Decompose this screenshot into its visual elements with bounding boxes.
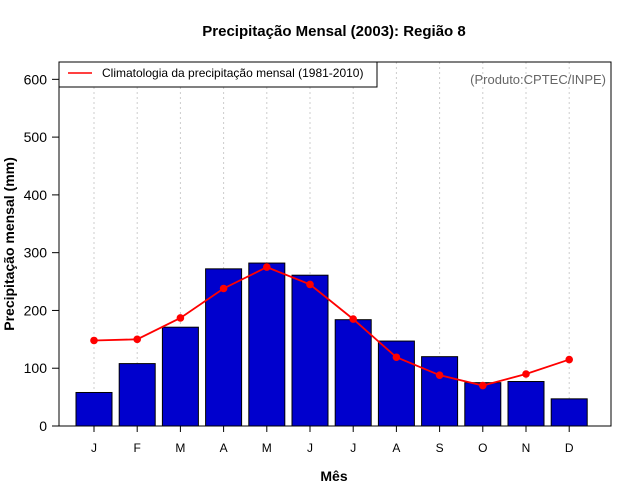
x-tick-label: F [134,441,141,455]
x-tick-label: S [436,441,444,455]
x-tick-label: M [262,441,272,455]
bars-group [75,262,588,427]
source-annotation: (Produto:CPTEC/INPE) [470,72,606,87]
climatology-point-12 [565,355,573,364]
y-tick-label: 500 [24,129,48,145]
y-tick-label: 100 [24,360,48,376]
bar-9 [421,356,459,427]
y-axis: 0 100 200 300 400 500 600 [24,71,60,434]
climatology-point-10 [479,381,487,390]
x-axis-title: Mês [320,468,347,484]
bar-7 [334,319,372,427]
climatology-point-1 [90,336,98,345]
x-tick-label: A [392,441,400,455]
chart-title: Precipitação Mensal (2003): Região 8 [202,23,465,40]
legend-entry-climatology: Climatologia da precipitação mensal (198… [102,66,363,80]
x-tick-label: D [565,441,574,455]
bar-11 [507,381,545,427]
grid-lines [93,62,570,426]
x-tick-label: M [175,441,185,455]
climatology-point-9 [435,371,444,379]
y-tick-label: 400 [24,187,48,203]
climatology-point-5 [263,263,271,271]
bar-5 [248,262,286,427]
climatology-point-11 [522,370,530,378]
y-tick-label: 300 [24,245,48,261]
climatology-point-6 [306,280,314,289]
legend: Climatologia da precipitação mensal (198… [58,61,378,88]
climatology-point-8 [392,353,401,362]
climatology-line-group [90,263,573,390]
x-tick-label: J [350,441,356,455]
climatology-point-4 [219,284,228,293]
bar-4 [205,268,243,427]
legend-box [58,61,378,88]
y-tick-label: 600 [24,71,48,87]
x-tick-label: A [220,441,228,455]
climatology-point-7 [349,315,358,323]
bar-12 [550,398,588,427]
y-tick-label: 200 [24,302,48,318]
bar-6 [291,274,329,427]
climatology-line [93,266,570,387]
climatology-point-2 [133,335,141,344]
y-tick-label: 0 [39,418,47,434]
x-tick-label: N [522,441,531,455]
x-tick-label: J [307,441,313,455]
x-tick-label: O [478,441,487,455]
x-tick-label: J [91,441,97,455]
y-axis-title: Precipitação mensal (mm) [1,157,17,331]
bar-2 [118,363,156,427]
bar-3 [161,326,199,427]
bar-1 [75,391,113,427]
climatology-point-3 [176,314,185,322]
